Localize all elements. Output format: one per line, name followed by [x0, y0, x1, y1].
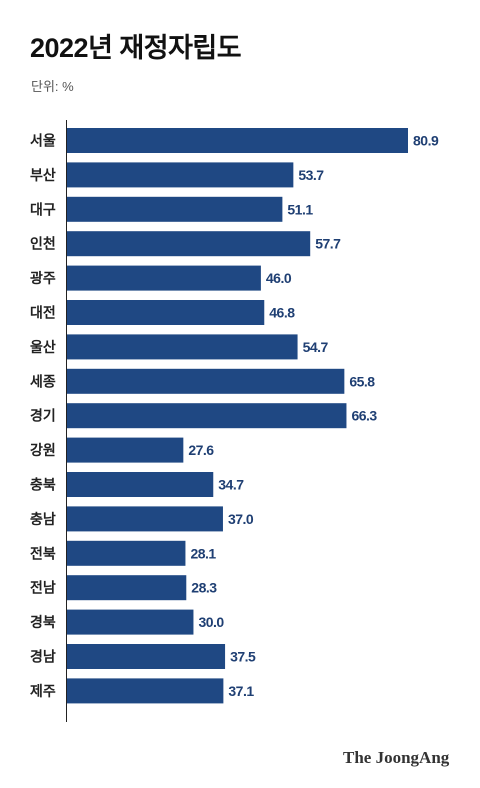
bar-3: [67, 231, 311, 257]
bar-2: [67, 196, 283, 222]
category-label-7: 세종: [30, 373, 56, 389]
category-label-2: 대구: [30, 201, 56, 217]
value-label-14: 30.0: [198, 614, 224, 630]
bar-16: [67, 678, 224, 704]
category-label-3: 인천: [30, 236, 56, 252]
bar-14: [67, 609, 194, 635]
bar-11: [67, 506, 223, 532]
value-label-10: 34.7: [218, 477, 244, 493]
bar-1: [67, 162, 294, 188]
value-label-13: 28.3: [191, 580, 217, 596]
bar-7: [67, 368, 345, 394]
category-label-5: 대전: [30, 305, 56, 321]
category-label-8: 경기: [30, 408, 56, 424]
value-label-3: 57.7: [315, 236, 341, 252]
category-label-13: 전남: [30, 580, 56, 596]
category-label-4: 광주: [30, 270, 56, 286]
category-label-0: 서울: [30, 133, 56, 149]
category-label-14: 경북: [30, 614, 56, 630]
value-label-1: 53.7: [298, 167, 324, 183]
bars-layer: 서울 80.9 부산 53.7 대구 51.1 인천 57.7 광주 46.0 대전 46.8 울산 54…: [30, 128, 439, 704]
value-label-15: 37.5: [230, 649, 256, 665]
bar-12: [67, 540, 186, 566]
value-label-8: 66.3: [351, 408, 377, 424]
category-label-11: 충남: [30, 511, 56, 527]
bar-8: [67, 403, 347, 429]
category-label-10: 충북: [30, 477, 56, 493]
category-label-9: 강원: [30, 442, 56, 458]
unit-label: 단위: %: [31, 79, 74, 94]
bar-10: [67, 472, 214, 497]
bar-9: [67, 437, 184, 463]
category-label-16: 제주: [30, 683, 56, 699]
category-label-12: 전북: [30, 545, 56, 561]
value-label-4: 46.0: [266, 270, 292, 286]
bar-5: [67, 300, 265, 325]
category-label-6: 울산: [30, 339, 56, 355]
bar-13: [67, 575, 187, 601]
category-label-15: 경남: [30, 649, 56, 665]
value-label-2: 51.1: [287, 201, 313, 217]
value-label-9: 27.6: [188, 442, 214, 458]
bar-15: [67, 644, 226, 669]
publisher-logo: The JoongAng: [343, 748, 450, 767]
value-label-16: 37.1: [228, 683, 254, 699]
bar-0: [67, 128, 408, 153]
value-label-6: 54.7: [303, 339, 329, 355]
value-label-5: 46.8: [269, 305, 295, 321]
bar-4: [67, 265, 261, 291]
value-label-0: 80.9: [413, 133, 439, 149]
category-label-1: 부산: [30, 167, 56, 183]
value-label-11: 37.0: [228, 511, 254, 527]
value-label-12: 28.1: [190, 545, 216, 561]
chart-title: 2022년 재정자립도: [30, 33, 242, 63]
value-label-7: 65.8: [349, 373, 375, 389]
bar-6: [67, 334, 298, 360]
